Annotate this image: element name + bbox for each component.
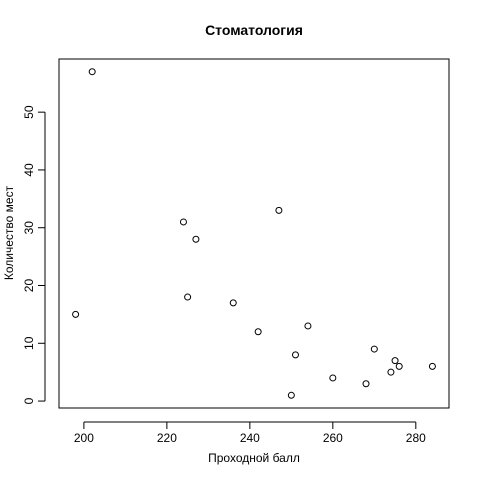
data-point: [304, 322, 312, 330]
data-point: [362, 380, 370, 388]
data-point: [291, 351, 299, 359]
y-axis-label: Количество мест: [2, 185, 16, 280]
y-tick-label: 50: [22, 105, 36, 119]
data-points: [72, 68, 436, 399]
data-point: [275, 206, 283, 214]
data-point: [229, 299, 237, 307]
data-point: [387, 368, 395, 376]
y-tick-label: 20: [22, 279, 36, 293]
data-point: [428, 362, 436, 370]
x-tick-label: 240: [240, 431, 260, 445]
data-point: [391, 357, 399, 365]
x-tick-label: 280: [406, 431, 426, 445]
x-tick-label: 260: [323, 431, 343, 445]
y-tick-label: 10: [22, 336, 36, 350]
x-tick-label: 200: [74, 431, 94, 445]
chart-title: Стоматология: [205, 22, 303, 38]
data-point: [192, 235, 200, 243]
y-tick-label: 30: [22, 221, 36, 235]
data-point: [184, 293, 192, 301]
data-point: [254, 328, 262, 336]
x-axis: 200 220 240 260 280: [74, 421, 426, 445]
data-point: [287, 391, 295, 399]
plot-area: [58, 58, 450, 409]
data-point: [370, 345, 378, 353]
y-tick-label: 0: [22, 397, 36, 404]
data-point: [395, 362, 403, 370]
data-point: [88, 68, 96, 76]
data-point: [179, 218, 187, 226]
data-point: [72, 310, 80, 318]
y-tick-label: 40: [22, 163, 36, 177]
x-tick-label: 220: [157, 431, 177, 445]
y-axis: 0 10 20 30 40 50: [22, 105, 46, 404]
x-axis-label: Проходной балл: [208, 451, 300, 465]
data-point: [329, 374, 337, 382]
